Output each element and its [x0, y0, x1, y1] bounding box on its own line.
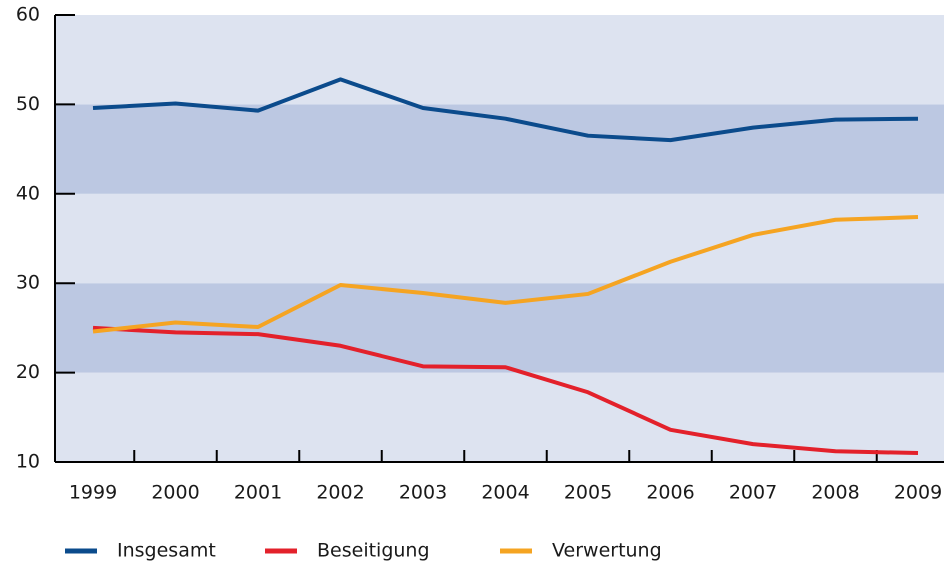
y-tick-label: 40	[16, 182, 40, 204]
band	[55, 283, 944, 373]
y-tick-label: 60	[16, 4, 40, 26]
x-tick-label: 2008	[811, 482, 859, 504]
series-line	[92, 325, 919, 456]
x-tick-label: 2001	[234, 482, 282, 504]
x-tick-label: 2003	[399, 482, 447, 504]
x-tick-label: 2007	[729, 482, 777, 504]
y-tick-label: 30	[16, 272, 40, 294]
y-tick-label: 50	[16, 93, 40, 115]
x-tick-label: 2005	[564, 482, 612, 504]
y-tick-label: 10	[16, 451, 40, 473]
y-tick-label: 20	[16, 361, 40, 383]
legend-label: Verwertung	[552, 540, 662, 562]
x-tick-label: 2009	[894, 482, 942, 504]
x-tick-label: 2004	[481, 482, 529, 504]
x-tick-label: 2002	[316, 482, 364, 504]
legend-label: Insgesamt	[117, 540, 216, 562]
band	[55, 15, 944, 105]
series-line	[92, 77, 919, 143]
x-tick-label: 2006	[646, 482, 694, 504]
legend-label: Beseitigung	[317, 540, 430, 562]
x-tick-label: 1999	[69, 482, 117, 504]
band	[55, 193, 944, 284]
series-line	[92, 215, 919, 334]
x-tick-label: 2000	[151, 482, 199, 504]
